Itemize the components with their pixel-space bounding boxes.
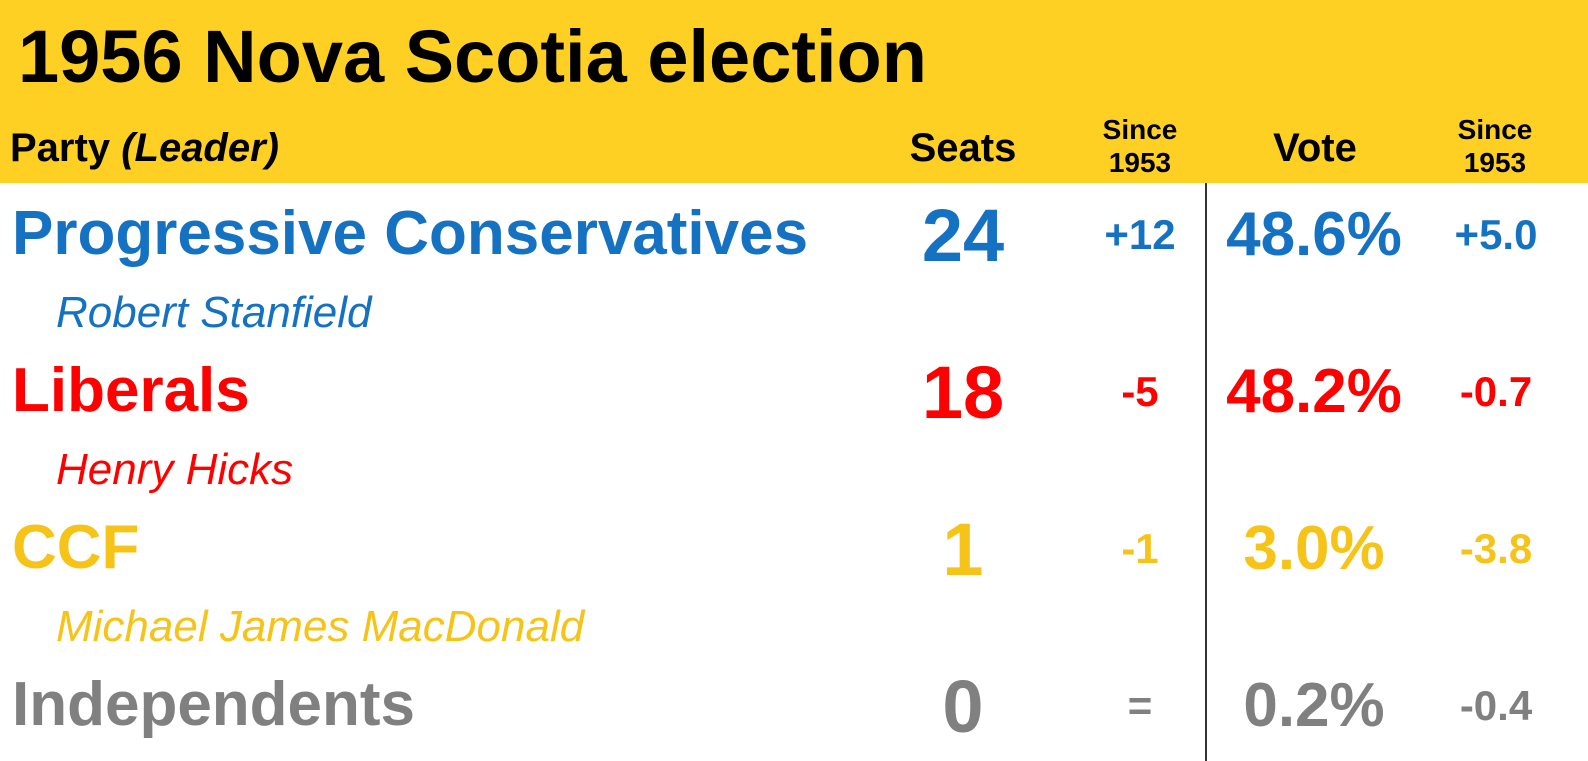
seats-change: = xyxy=(1127,682,1153,729)
party-name: Progressive Conservatives xyxy=(12,199,809,268)
vote-change: +5.0 xyxy=(1454,211,1538,258)
vote-header: Vote xyxy=(1273,126,1357,170)
seats-change: -5 xyxy=(1121,368,1159,415)
seats: 0 xyxy=(942,665,984,748)
title: 1956 Nova Scotia election xyxy=(18,15,927,98)
party-header: Party (Leader) xyxy=(10,128,279,168)
leader-name: Michael James MacDonald xyxy=(56,602,585,651)
leader-name: Henry Hicks xyxy=(56,445,294,494)
seats: 1 xyxy=(942,508,984,591)
seats-header: Seats xyxy=(909,126,1017,170)
leader-name: Robert Stanfield xyxy=(56,288,372,337)
party-name: CCF xyxy=(12,513,140,582)
seats-change-header: Since 1953 xyxy=(1102,114,1178,179)
seats-change: +12 xyxy=(1104,211,1176,258)
seats: 24 xyxy=(921,194,1005,277)
header-band xyxy=(0,0,1588,183)
seats: 18 xyxy=(921,351,1005,434)
seats-change: -1 xyxy=(1121,525,1159,572)
vote: 48.6% xyxy=(1226,200,1402,269)
vote-change-header: Since 1953 xyxy=(1457,114,1533,179)
leader-label: (Leader) xyxy=(121,126,279,170)
vote-change: -0.4 xyxy=(1459,682,1533,729)
vote-change: -3.8 xyxy=(1459,525,1533,572)
party-name: Independents xyxy=(12,670,416,739)
column-divider xyxy=(1205,183,1207,761)
vote-change: -0.7 xyxy=(1459,368,1533,415)
vote: 48.2% xyxy=(1226,357,1402,426)
vote: 3.0% xyxy=(1243,514,1385,583)
party-name: Liberals xyxy=(12,356,250,425)
vote: 0.2% xyxy=(1243,671,1385,740)
party-label: Party xyxy=(10,126,111,170)
